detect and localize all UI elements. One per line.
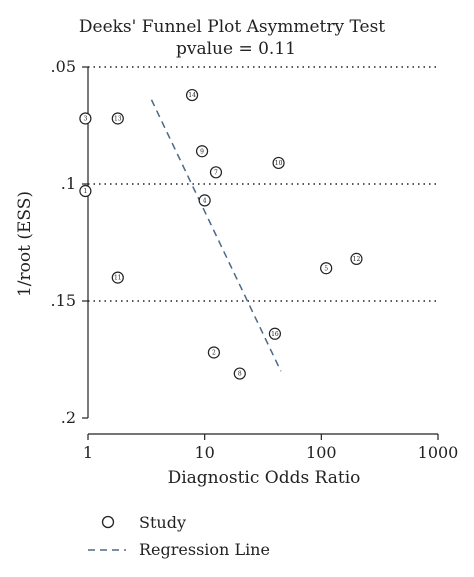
study-point: 9 xyxy=(195,145,209,158)
study-point: 4 xyxy=(198,194,211,207)
study-point-marker xyxy=(79,112,92,125)
y-tick-label-3: .2 xyxy=(61,408,76,427)
study-point-marker xyxy=(320,262,333,275)
x-tick-label-2: 100 xyxy=(306,443,337,462)
study-point-label: 3 xyxy=(83,116,87,123)
study-point-label: 1 xyxy=(83,188,87,195)
study-point-label: 4 xyxy=(203,197,207,204)
x-tick-label-0: 1 xyxy=(83,443,93,462)
y-axis-label: 1/root (ESS) xyxy=(15,191,35,297)
study-point: 5 xyxy=(320,262,333,275)
y-tick-label-1: .1 xyxy=(61,174,76,193)
legend-study-label: Study xyxy=(139,513,186,532)
study-point-label: 16 xyxy=(271,331,279,338)
regression-line-group xyxy=(150,99,282,372)
study-point-label: 14 xyxy=(188,92,196,99)
study-point-marker xyxy=(195,145,209,158)
study-point: 10 xyxy=(272,156,285,170)
chart-subtitle: pvalue = 0.11 xyxy=(176,39,296,59)
study-point-marker xyxy=(272,156,285,170)
study-point: 8 xyxy=(233,367,246,380)
legend: Study Regression Line xyxy=(88,513,270,559)
study-point: 3 xyxy=(79,112,92,125)
study-point: 2 xyxy=(207,346,221,359)
study-point-marker xyxy=(111,271,124,284)
study-point-marker xyxy=(198,194,211,207)
regression-line xyxy=(150,99,282,372)
study-point-label: 12 xyxy=(353,256,361,263)
study-point-label: 10 xyxy=(275,160,283,167)
study-point-marker xyxy=(185,88,199,102)
study-point-marker xyxy=(268,327,282,340)
study-point-label: 7 xyxy=(214,169,218,176)
study-point: 14 xyxy=(185,88,199,102)
study-point-marker xyxy=(79,184,92,198)
x-tick-label-3: 1000 xyxy=(418,443,459,462)
y-tick-label-2: .15 xyxy=(51,291,76,310)
study-point-label: 11 xyxy=(114,275,122,282)
x-tick-label-1: 10 xyxy=(194,443,214,462)
study-point-marker xyxy=(209,166,223,179)
study-point: 13 xyxy=(111,112,124,125)
study-point: 12 xyxy=(350,252,363,265)
study-point-marker xyxy=(350,252,363,265)
study-point: 11 xyxy=(111,271,124,284)
study-point-label: 2 xyxy=(212,350,216,357)
study-point: 1 xyxy=(79,184,92,198)
study-point-label: 13 xyxy=(114,116,122,123)
chart-title: Deeks' Funnel Plot Asymmetry Test xyxy=(79,17,385,37)
study-point-label: 8 xyxy=(238,371,242,378)
study-point-label: 9 xyxy=(200,148,204,155)
x-axis-label: Diagnostic Odds Ratio xyxy=(168,468,361,488)
study-point-label: 5 xyxy=(324,265,328,272)
gridlines xyxy=(88,66,438,302)
axes xyxy=(82,66,439,440)
legend-study-marker xyxy=(101,515,115,529)
study-point: 16 xyxy=(268,327,282,340)
study-point-marker xyxy=(233,367,246,380)
study-point-marker xyxy=(111,112,124,125)
study-point: 7 xyxy=(209,166,223,179)
tick-labels: .05 .1 .15 .2 1 10 100 1000 xyxy=(51,57,459,462)
study-point-marker xyxy=(207,346,221,359)
y-tick-label-0: .05 xyxy=(51,57,76,76)
legend-regression-label: Regression Line xyxy=(139,540,270,559)
